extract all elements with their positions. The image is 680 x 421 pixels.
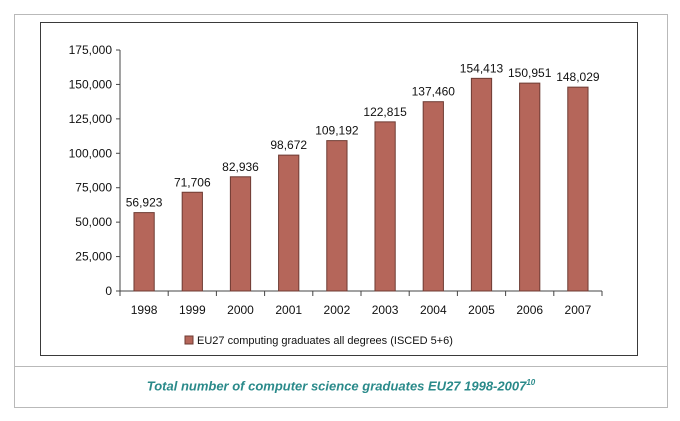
x-tick-label: 2005 xyxy=(468,303,495,317)
y-tick-label: 0 xyxy=(105,284,112,298)
legend: EU27 computing graduates all degrees (IS… xyxy=(184,335,453,347)
bar xyxy=(278,154,300,292)
legend-swatch xyxy=(184,335,194,345)
bar-value-label: 109,192 xyxy=(315,124,359,138)
x-tick-label: 1998 xyxy=(131,303,158,317)
y-tick-label: 125,000 xyxy=(69,112,113,126)
y-axis: 0 25,000 50,000 75,000 100,000 125,000 150,000… xyxy=(69,43,121,298)
bar xyxy=(326,140,348,292)
x-tick-label: 1999 xyxy=(179,303,206,317)
figure-caption: Total number of computer science graduat… xyxy=(14,378,668,393)
chart-frame xyxy=(40,22,638,356)
bar-value-label: 122,815 xyxy=(363,105,407,119)
x-tick-label: 2001 xyxy=(275,303,302,317)
bar-value-labels: 56,923 71,706 82,936 98,672 109,192 122,815 13… xyxy=(126,61,600,209)
y-tick-label: 50,000 xyxy=(75,215,112,229)
bar xyxy=(470,77,493,292)
y-tick-label: 175,000 xyxy=(69,43,113,57)
bar-value-label: 148,029 xyxy=(556,70,600,84)
bar-value-label: 154,413 xyxy=(460,61,504,75)
legend-label: EU27 computing graduates all degrees (IS… xyxy=(197,335,453,347)
bar-value-label: 71,706 xyxy=(174,175,211,189)
bar-value-label: 82,936 xyxy=(222,160,259,174)
bar xyxy=(422,101,444,292)
figure-frame xyxy=(14,14,668,408)
x-tick-label: 2002 xyxy=(324,303,351,317)
x-tick-label: 2000 xyxy=(227,303,254,317)
y-tick-label: 100,000 xyxy=(69,146,113,160)
bar xyxy=(519,82,541,292)
x-tick-label: 2007 xyxy=(565,303,592,317)
bar xyxy=(229,176,252,292)
bar-value-label: 98,672 xyxy=(270,138,307,152)
bar-value-label: 56,923 xyxy=(126,196,163,210)
bar-value-label: 137,460 xyxy=(412,85,456,99)
x-tick-label: 2004 xyxy=(420,303,447,317)
bar xyxy=(567,86,589,292)
bars xyxy=(133,77,589,292)
caption-text: Total number of computer science graduat… xyxy=(146,378,527,394)
y-tick-label: 25,000 xyxy=(75,250,112,264)
caption-divider xyxy=(14,366,668,367)
bar xyxy=(133,212,155,292)
bar xyxy=(181,191,203,292)
x-tick-label: 2006 xyxy=(516,303,543,317)
bar xyxy=(374,121,396,292)
x-axis: 1998 1999 2000 2001 2002 2003 2004 2005 2006 2007 xyxy=(119,290,603,317)
caption-footnote: 10 xyxy=(526,378,536,387)
y-tick-label: 150,000 xyxy=(69,77,113,91)
y-tick-label: 75,000 xyxy=(75,181,112,195)
x-tick-label: 2003 xyxy=(372,303,399,317)
bar-value-label: 150,951 xyxy=(508,66,552,80)
